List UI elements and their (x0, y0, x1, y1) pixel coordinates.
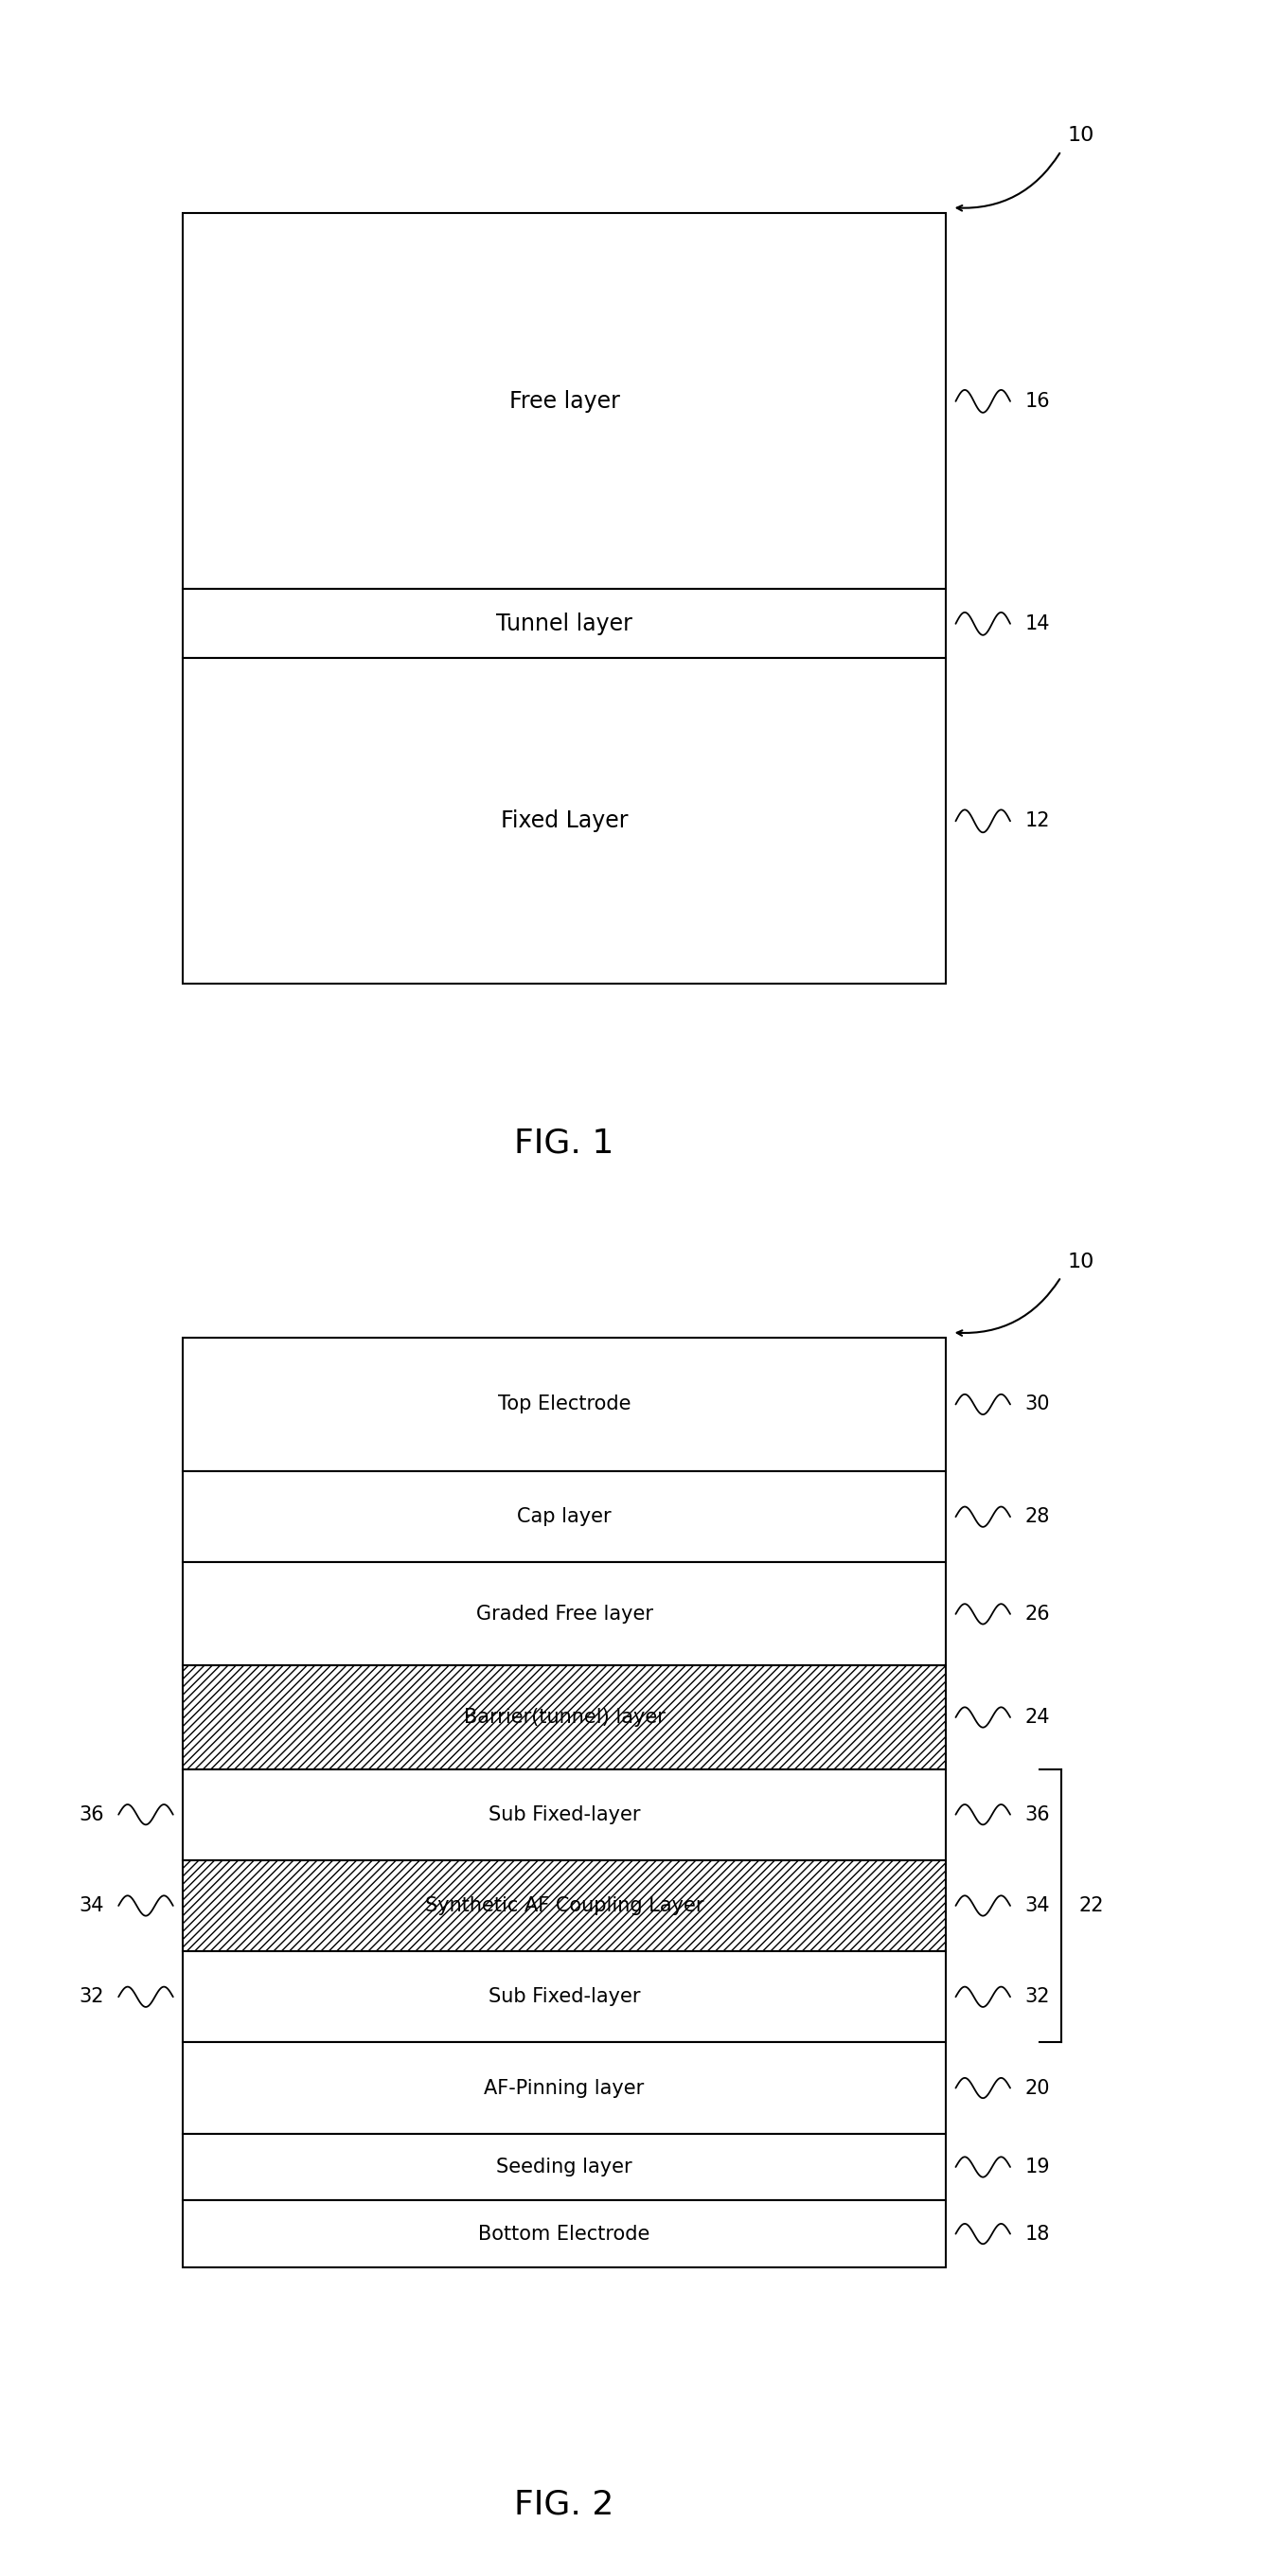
Text: 34: 34 (1025, 1896, 1050, 1914)
Text: Sub Fixed-layer: Sub Fixed-layer (488, 1806, 640, 1824)
Text: 22: 22 (1079, 1896, 1104, 1914)
Text: 20: 20 (1025, 2079, 1050, 2097)
Text: 34: 34 (80, 1896, 103, 1914)
Bar (183, 590, 946, 659)
Text: Tunnel layer: Tunnel layer (496, 613, 632, 636)
Text: 18: 18 (1025, 2226, 1050, 2244)
Bar (183, 659, 946, 984)
Text: 32: 32 (1025, 1989, 1050, 2007)
Text: 12: 12 (1025, 811, 1050, 829)
Text: FIG. 1: FIG. 1 (515, 1126, 615, 1159)
Bar (183, 214, 946, 590)
Bar (183, 1667, 946, 1770)
Text: 26: 26 (1025, 1605, 1050, 1623)
Text: 14: 14 (1025, 613, 1050, 634)
Text: 30: 30 (1025, 1396, 1050, 1414)
Text: Free layer: Free layer (509, 389, 620, 412)
Text: 36: 36 (1025, 1806, 1050, 1824)
Text: 10: 10 (1068, 126, 1094, 144)
Text: Barrier(tunnel) layer: Barrier(tunnel) layer (463, 1708, 665, 1726)
Text: Cap layer: Cap layer (517, 1507, 612, 1525)
Text: Top Electrode: Top Electrode (497, 1396, 631, 1414)
Bar (183, 1337, 946, 1471)
Text: Synthetic AF Coupling Layer: Synthetic AF Coupling Layer (425, 1896, 704, 1914)
Text: Bottom Electrode: Bottom Electrode (478, 2226, 650, 2244)
Bar (183, 2200, 946, 2267)
Text: Fixed Layer: Fixed Layer (501, 809, 628, 832)
Text: 16: 16 (1025, 392, 1050, 410)
Bar (183, 1471, 946, 1564)
Text: Graded Free layer: Graded Free layer (476, 1605, 652, 1623)
Text: 19: 19 (1025, 2159, 1050, 2177)
Bar (183, 1860, 946, 1950)
Text: 10: 10 (1068, 1252, 1094, 1273)
Text: 32: 32 (80, 1989, 103, 2007)
Text: 36: 36 (78, 1806, 103, 1824)
Text: 28: 28 (1025, 1507, 1050, 1525)
Text: Sub Fixed-layer: Sub Fixed-layer (488, 1989, 640, 2007)
Text: AF-Pinning layer: AF-Pinning layer (485, 2079, 645, 2097)
Bar (183, 1564, 946, 1667)
Bar (183, 2043, 946, 2133)
Bar (183, 2133, 946, 2200)
Text: 24: 24 (1025, 1708, 1050, 1726)
Text: Seeding layer: Seeding layer (496, 2159, 632, 2177)
Bar (183, 1770, 946, 1860)
Bar (183, 1950, 946, 2043)
Text: FIG. 2: FIG. 2 (515, 2488, 615, 2522)
